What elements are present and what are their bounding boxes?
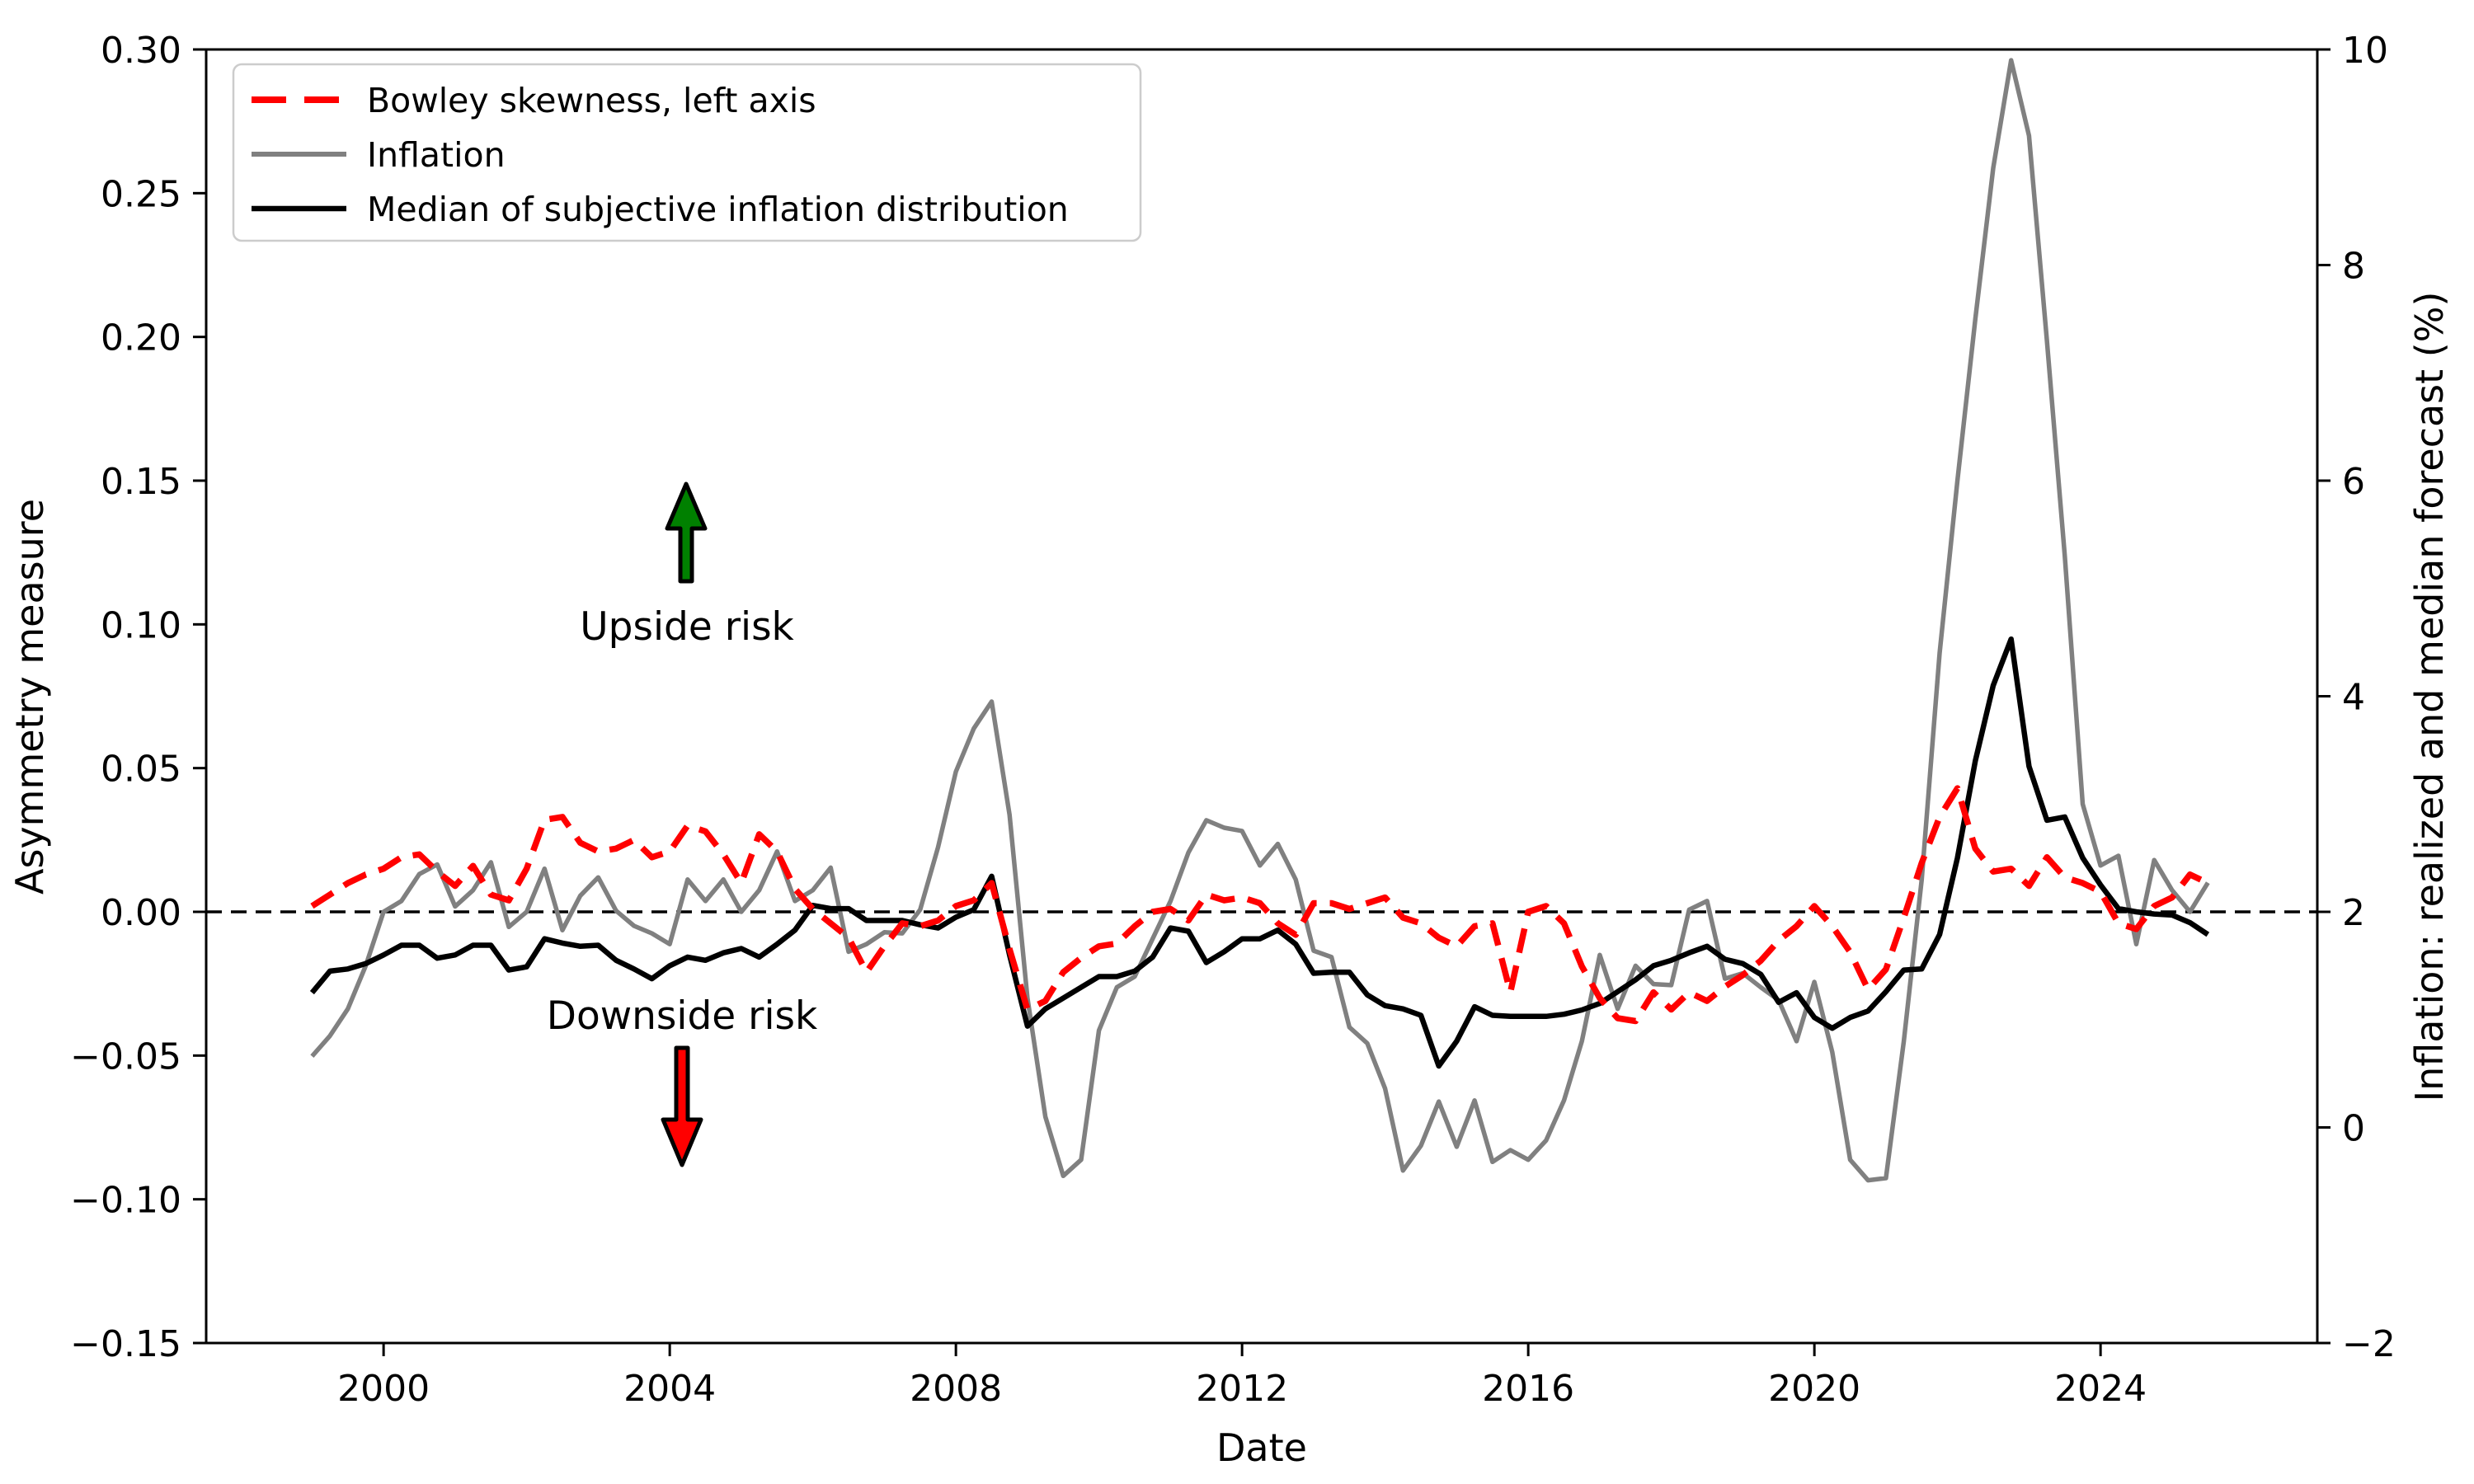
y-left-tick-label: −0.10 [70,1180,181,1222]
y-right-tick-label: 0 [2342,1108,2365,1150]
up-arrow-icon [665,481,708,584]
y-left-tick-label: 0.00 [101,892,181,934]
legend-box [232,63,1142,242]
y-left-tick-label: −0.05 [70,1036,181,1078]
y-right-tick-label: 6 [2342,461,2365,503]
legend-label-inflation: Inflation [367,135,506,175]
x-axis-title: Date [1216,1425,1307,1470]
y-left-tick-label: 0.20 [101,317,181,359]
downside-risk-annotation: Downside risk [547,993,818,1167]
y-left-tick-label: 0.15 [101,461,181,503]
x-tick-label: 2004 [623,1368,716,1410]
y-left-tick-label: −0.15 [70,1323,181,1365]
y-axis-right-title: Inflation: realized and median forecast … [2407,292,2452,1102]
legend-item-median: Median of subjective inflation distribut… [252,190,1069,229]
x-tick-label: 2008 [910,1368,1002,1410]
x-tick-label: 2020 [1768,1368,1860,1410]
y-left-tick-label: 0.25 [101,173,181,215]
x-tick-label: 2016 [1482,1368,1574,1410]
inflation-line [310,58,2210,1183]
x-axis-ticks: 2000 2004 2008 2012 2016 2020 2024 [337,1343,2147,1410]
y-axis-left-ticks: 0.30 0.25 0.20 0.15 0.10 0.05 0.00 −0.05 −0.10 −0… [70,30,206,1365]
x-tick-label: 2012 [1196,1368,1288,1410]
bowley-skewness-line [310,785,2209,1025]
y-left-tick-label: 0.30 [101,30,181,72]
x-tick-label: 2024 [2054,1368,2147,1410]
legend-label-bowley: Bowley skewness, left axis [367,81,816,120]
y-right-tick-label: −2 [2342,1323,2396,1365]
y-right-tick-label: 8 [2342,246,2365,288]
upside-risk-label: Upside risk [580,604,794,650]
median-forecast-line [309,636,2210,1069]
legend-item-inflation: Inflation [252,135,506,175]
y-right-tick-label: 2 [2342,892,2365,934]
y-left-tick-label: 0.05 [101,749,181,791]
legend-label-median: Median of subjective inflation distribut… [367,190,1069,229]
down-arrow-icon [661,1045,703,1167]
y-axis-right-ticks: 10 8 6 4 2 0 −2 [2317,30,2396,1365]
upside-risk-annotation: Upside risk [580,481,795,650]
x-tick-label: 2000 [337,1368,430,1410]
legend-item-bowley: Bowley skewness, left axis [252,81,816,120]
y-left-tick-label: 0.10 [101,604,181,646]
y-axis-left-title: Asymmetry measure [7,499,52,895]
plot-frame [205,48,2319,1345]
y-right-tick-label: 4 [2342,677,2365,719]
legend: Bowley skewness, left axis Inflation Med… [232,63,1142,242]
downside-risk-label: Downside risk [547,993,818,1039]
y-right-tick-label: 10 [2342,30,2388,72]
